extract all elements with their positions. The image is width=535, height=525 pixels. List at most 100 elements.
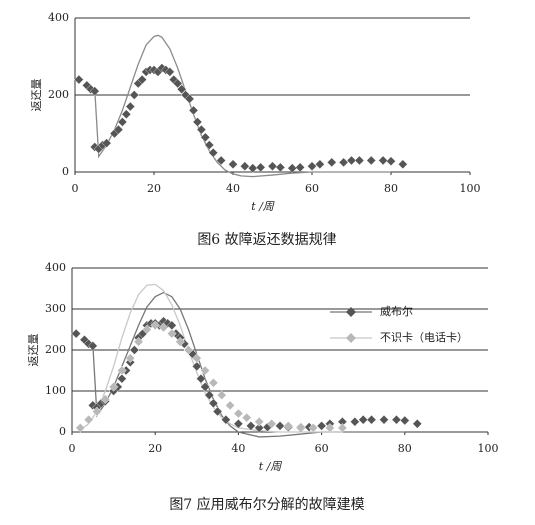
data-point bbox=[346, 155, 357, 166]
data-point bbox=[386, 156, 396, 167]
x-tick-label: 40 bbox=[231, 442, 245, 455]
data-point bbox=[267, 161, 278, 172]
data-point bbox=[391, 414, 402, 425]
data-point bbox=[125, 101, 136, 112]
data-point bbox=[175, 337, 185, 347]
x-tick-label: 0 bbox=[69, 442, 76, 455]
data-point bbox=[350, 416, 360, 427]
data-point bbox=[117, 373, 127, 384]
data-point bbox=[204, 140, 215, 150]
x-tick-label: 60 bbox=[315, 442, 329, 455]
data-point bbox=[176, 84, 187, 95]
data-point bbox=[366, 155, 377, 166]
data-point bbox=[216, 390, 227, 400]
data-point bbox=[296, 422, 306, 432]
data-point bbox=[125, 353, 136, 363]
data-point bbox=[200, 365, 210, 376]
legend-label: 威布尔 bbox=[380, 305, 413, 318]
y-tick-label: 0 bbox=[62, 165, 69, 178]
data-point bbox=[337, 423, 348, 433]
data-point bbox=[266, 419, 277, 429]
data-point bbox=[412, 419, 423, 429]
y-tick-label: 200 bbox=[45, 343, 66, 356]
data-point bbox=[241, 412, 252, 423]
data-point bbox=[101, 138, 112, 148]
data-point bbox=[71, 328, 81, 339]
data-point bbox=[89, 86, 100, 96]
data-point bbox=[184, 94, 195, 104]
data-point bbox=[275, 162, 286, 173]
data-point bbox=[208, 378, 219, 388]
y-axis-label: 返还量 bbox=[27, 334, 40, 367]
data-point bbox=[212, 406, 223, 417]
fit-curve bbox=[79, 283, 343, 433]
data-point bbox=[233, 419, 244, 429]
data-point bbox=[398, 159, 408, 170]
data-point bbox=[129, 345, 140, 355]
data-point bbox=[216, 155, 226, 166]
data-point bbox=[133, 337, 144, 347]
x-tick-label: 100 bbox=[460, 182, 481, 195]
data-point bbox=[121, 109, 132, 120]
data-point bbox=[204, 390, 215, 400]
x-axis-label: t /周 bbox=[259, 460, 283, 473]
data-point bbox=[92, 406, 102, 417]
data-point bbox=[188, 105, 199, 116]
data-point bbox=[158, 322, 169, 333]
data-point bbox=[196, 373, 206, 384]
data-point bbox=[129, 90, 140, 100]
data-point bbox=[287, 163, 298, 173]
data-point bbox=[167, 328, 177, 339]
data-point bbox=[83, 414, 94, 425]
x-tick-label: 0 bbox=[72, 182, 79, 195]
data-point bbox=[378, 155, 388, 166]
data-point bbox=[379, 414, 389, 425]
data-point bbox=[108, 382, 119, 392]
data-point bbox=[233, 408, 244, 419]
data-point bbox=[358, 414, 368, 425]
data-point bbox=[275, 421, 285, 431]
data-point bbox=[150, 320, 160, 331]
y-tick-label: 400 bbox=[45, 261, 66, 274]
fit-curve bbox=[94, 34, 391, 178]
data-point bbox=[196, 124, 207, 135]
y-tick-label: 100 bbox=[45, 384, 66, 397]
x-tick-label: 20 bbox=[147, 182, 161, 195]
y-tick-label: 400 bbox=[48, 11, 69, 24]
x-tick-label: 100 bbox=[478, 442, 499, 455]
legend-marker bbox=[346, 333, 356, 343]
data-point bbox=[295, 162, 305, 173]
data-point bbox=[225, 400, 235, 411]
x-tick-label: 80 bbox=[384, 182, 398, 195]
x-tick-label: 20 bbox=[148, 442, 162, 455]
data-point bbox=[113, 124, 124, 135]
data-point bbox=[183, 345, 194, 355]
data-point bbox=[354, 155, 365, 166]
data-point bbox=[316, 421, 327, 431]
data-point bbox=[208, 147, 219, 158]
data-point bbox=[74, 74, 84, 85]
caption: 图6 故障返还数据规律 bbox=[197, 232, 336, 248]
data-point bbox=[283, 421, 294, 431]
data-point bbox=[137, 74, 147, 85]
y-tick-label: 200 bbox=[48, 88, 69, 101]
data-point bbox=[208, 398, 219, 409]
legend-marker bbox=[346, 307, 356, 317]
data-point bbox=[308, 423, 319, 433]
data-point bbox=[366, 414, 377, 425]
data-point bbox=[315, 159, 325, 170]
data-point bbox=[142, 324, 152, 335]
data-point bbox=[254, 416, 264, 427]
x-tick-label: 60 bbox=[305, 182, 319, 195]
caption: 图7 应用威布尔分解的故障建模 bbox=[169, 496, 364, 513]
data-point bbox=[88, 341, 98, 351]
data-point bbox=[75, 423, 86, 433]
data-point bbox=[117, 365, 127, 376]
y-axis-label: 返还量 bbox=[30, 79, 43, 112]
data-point bbox=[221, 414, 231, 425]
data-point bbox=[100, 394, 111, 404]
data-point bbox=[200, 382, 210, 392]
data-point bbox=[192, 353, 202, 363]
data-point bbox=[307, 161, 317, 172]
x-axis-label: t /周 bbox=[251, 200, 275, 213]
